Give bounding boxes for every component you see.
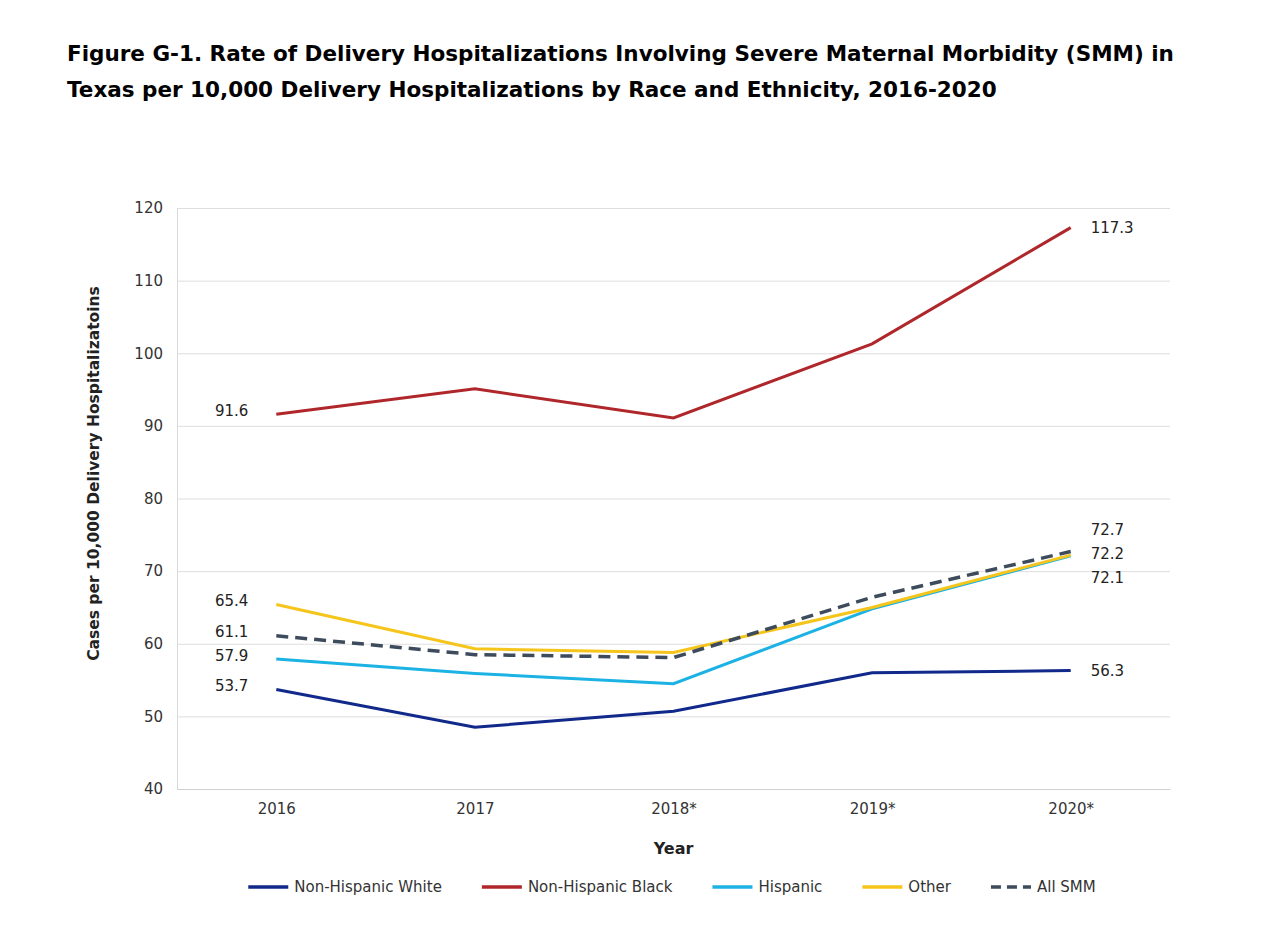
data-label: 56.3 — [1091, 662, 1124, 680]
chart-title: Figure G-1. Rate of Delivery Hospitaliza… — [67, 36, 1197, 108]
legend-item: Other — [862, 878, 951, 896]
series-line — [276, 552, 1070, 658]
legend-label: All SMM — [1037, 878, 1096, 896]
y-tick: 120 — [134, 199, 1170, 217]
series-line — [276, 555, 1070, 652]
legend-swatch — [712, 885, 752, 889]
y-tick: 50 — [144, 708, 1170, 726]
grid-line — [177, 281, 1170, 282]
lines — [276, 228, 1070, 728]
grid-line — [177, 353, 1170, 354]
data-label: 72.1 — [1091, 569, 1124, 587]
legend-label: Non-Hispanic White — [294, 878, 442, 896]
x-tick: 2020* — [1048, 789, 1094, 818]
grid-line — [177, 571, 1170, 572]
data-labels: 53.7 56.3 91.6 117.3 57.9 72.1 65.4 72.2 61.1 72.… — [215, 219, 1134, 695]
x-tick-label: 2016 — [258, 800, 296, 818]
x-tick: 2016 — [258, 789, 296, 818]
x-tick-label: 2019* — [850, 800, 896, 818]
x-tick-label: 2017 — [456, 800, 494, 818]
data-label: 61.1 — [215, 623, 248, 641]
legend-swatch — [248, 885, 288, 889]
data-label: 57.9 — [215, 647, 248, 665]
legend-label: Other — [908, 878, 951, 896]
y-tick-label: 80 — [144, 490, 163, 508]
legend-item: Non-Hispanic White — [248, 878, 442, 896]
grid-line — [177, 644, 1170, 645]
series-line — [276, 556, 1070, 684]
grid-line — [177, 789, 1170, 790]
x-axis-line — [178, 789, 1171, 790]
x-tick-label: 2018* — [651, 800, 697, 818]
chart-svg: 405060708090100110120201620172018*2019*2… — [0, 0, 1280, 933]
y-tick-label: 40 — [144, 780, 163, 798]
data-label: 72.2 — [1091, 545, 1124, 563]
y-tick: 80 — [144, 490, 1170, 508]
y-tick: 90 — [144, 417, 1170, 435]
y-tick-label: 50 — [144, 708, 163, 726]
legend-swatch — [862, 885, 902, 889]
series-line — [276, 228, 1070, 418]
legend-label: Hispanic — [758, 878, 822, 896]
y-tick-label: 70 — [144, 562, 163, 580]
y-tick-label: 90 — [144, 417, 163, 435]
y-axis-title: Cases per 10,000 Delivery Hospitalizatoi… — [85, 286, 103, 661]
grid-line — [177, 499, 1170, 500]
y-tick-label: 110 — [134, 272, 163, 290]
legend-swatch — [991, 885, 1031, 889]
y-tick-label: 60 — [144, 635, 163, 653]
x-tick: 2018* — [651, 789, 697, 818]
legend: Non-Hispanic White Non-Hispanic Black Hisp… — [248, 878, 1095, 896]
data-label: 117.3 — [1091, 219, 1134, 237]
series-line — [276, 671, 1070, 728]
grid-line — [177, 208, 1170, 209]
legend-swatch — [482, 885, 522, 889]
legend-label: Non-Hispanic Black — [528, 878, 673, 896]
y-tick: 100 — [134, 345, 1170, 363]
data-label: 65.4 — [215, 592, 248, 610]
grid-line — [177, 426, 1170, 427]
x-tick: 2017 — [456, 789, 494, 818]
y-tick-label: 100 — [134, 345, 163, 363]
x-axis: 2016 2017 2018* 2019* 2020* — [178, 789, 1171, 818]
y-axis: 40 50 60 70 80 90 100 110 120 — [134, 199, 1170, 798]
grid-line — [177, 716, 1170, 717]
y-tick: 110 — [134, 272, 1170, 290]
x-tick-label: 2020* — [1048, 800, 1094, 818]
y-tick: 40 — [144, 780, 1170, 798]
legend-item: Hispanic — [712, 878, 822, 896]
x-axis-title: Year — [653, 839, 694, 858]
x-tick: 2019* — [850, 789, 896, 818]
data-label: 72.7 — [1091, 521, 1124, 539]
legend-item: All SMM — [991, 878, 1096, 896]
legend-item: Non-Hispanic Black — [482, 878, 673, 896]
data-label: 91.6 — [215, 402, 248, 420]
y-tick-label: 120 — [134, 199, 163, 217]
data-label: 53.7 — [215, 677, 248, 695]
